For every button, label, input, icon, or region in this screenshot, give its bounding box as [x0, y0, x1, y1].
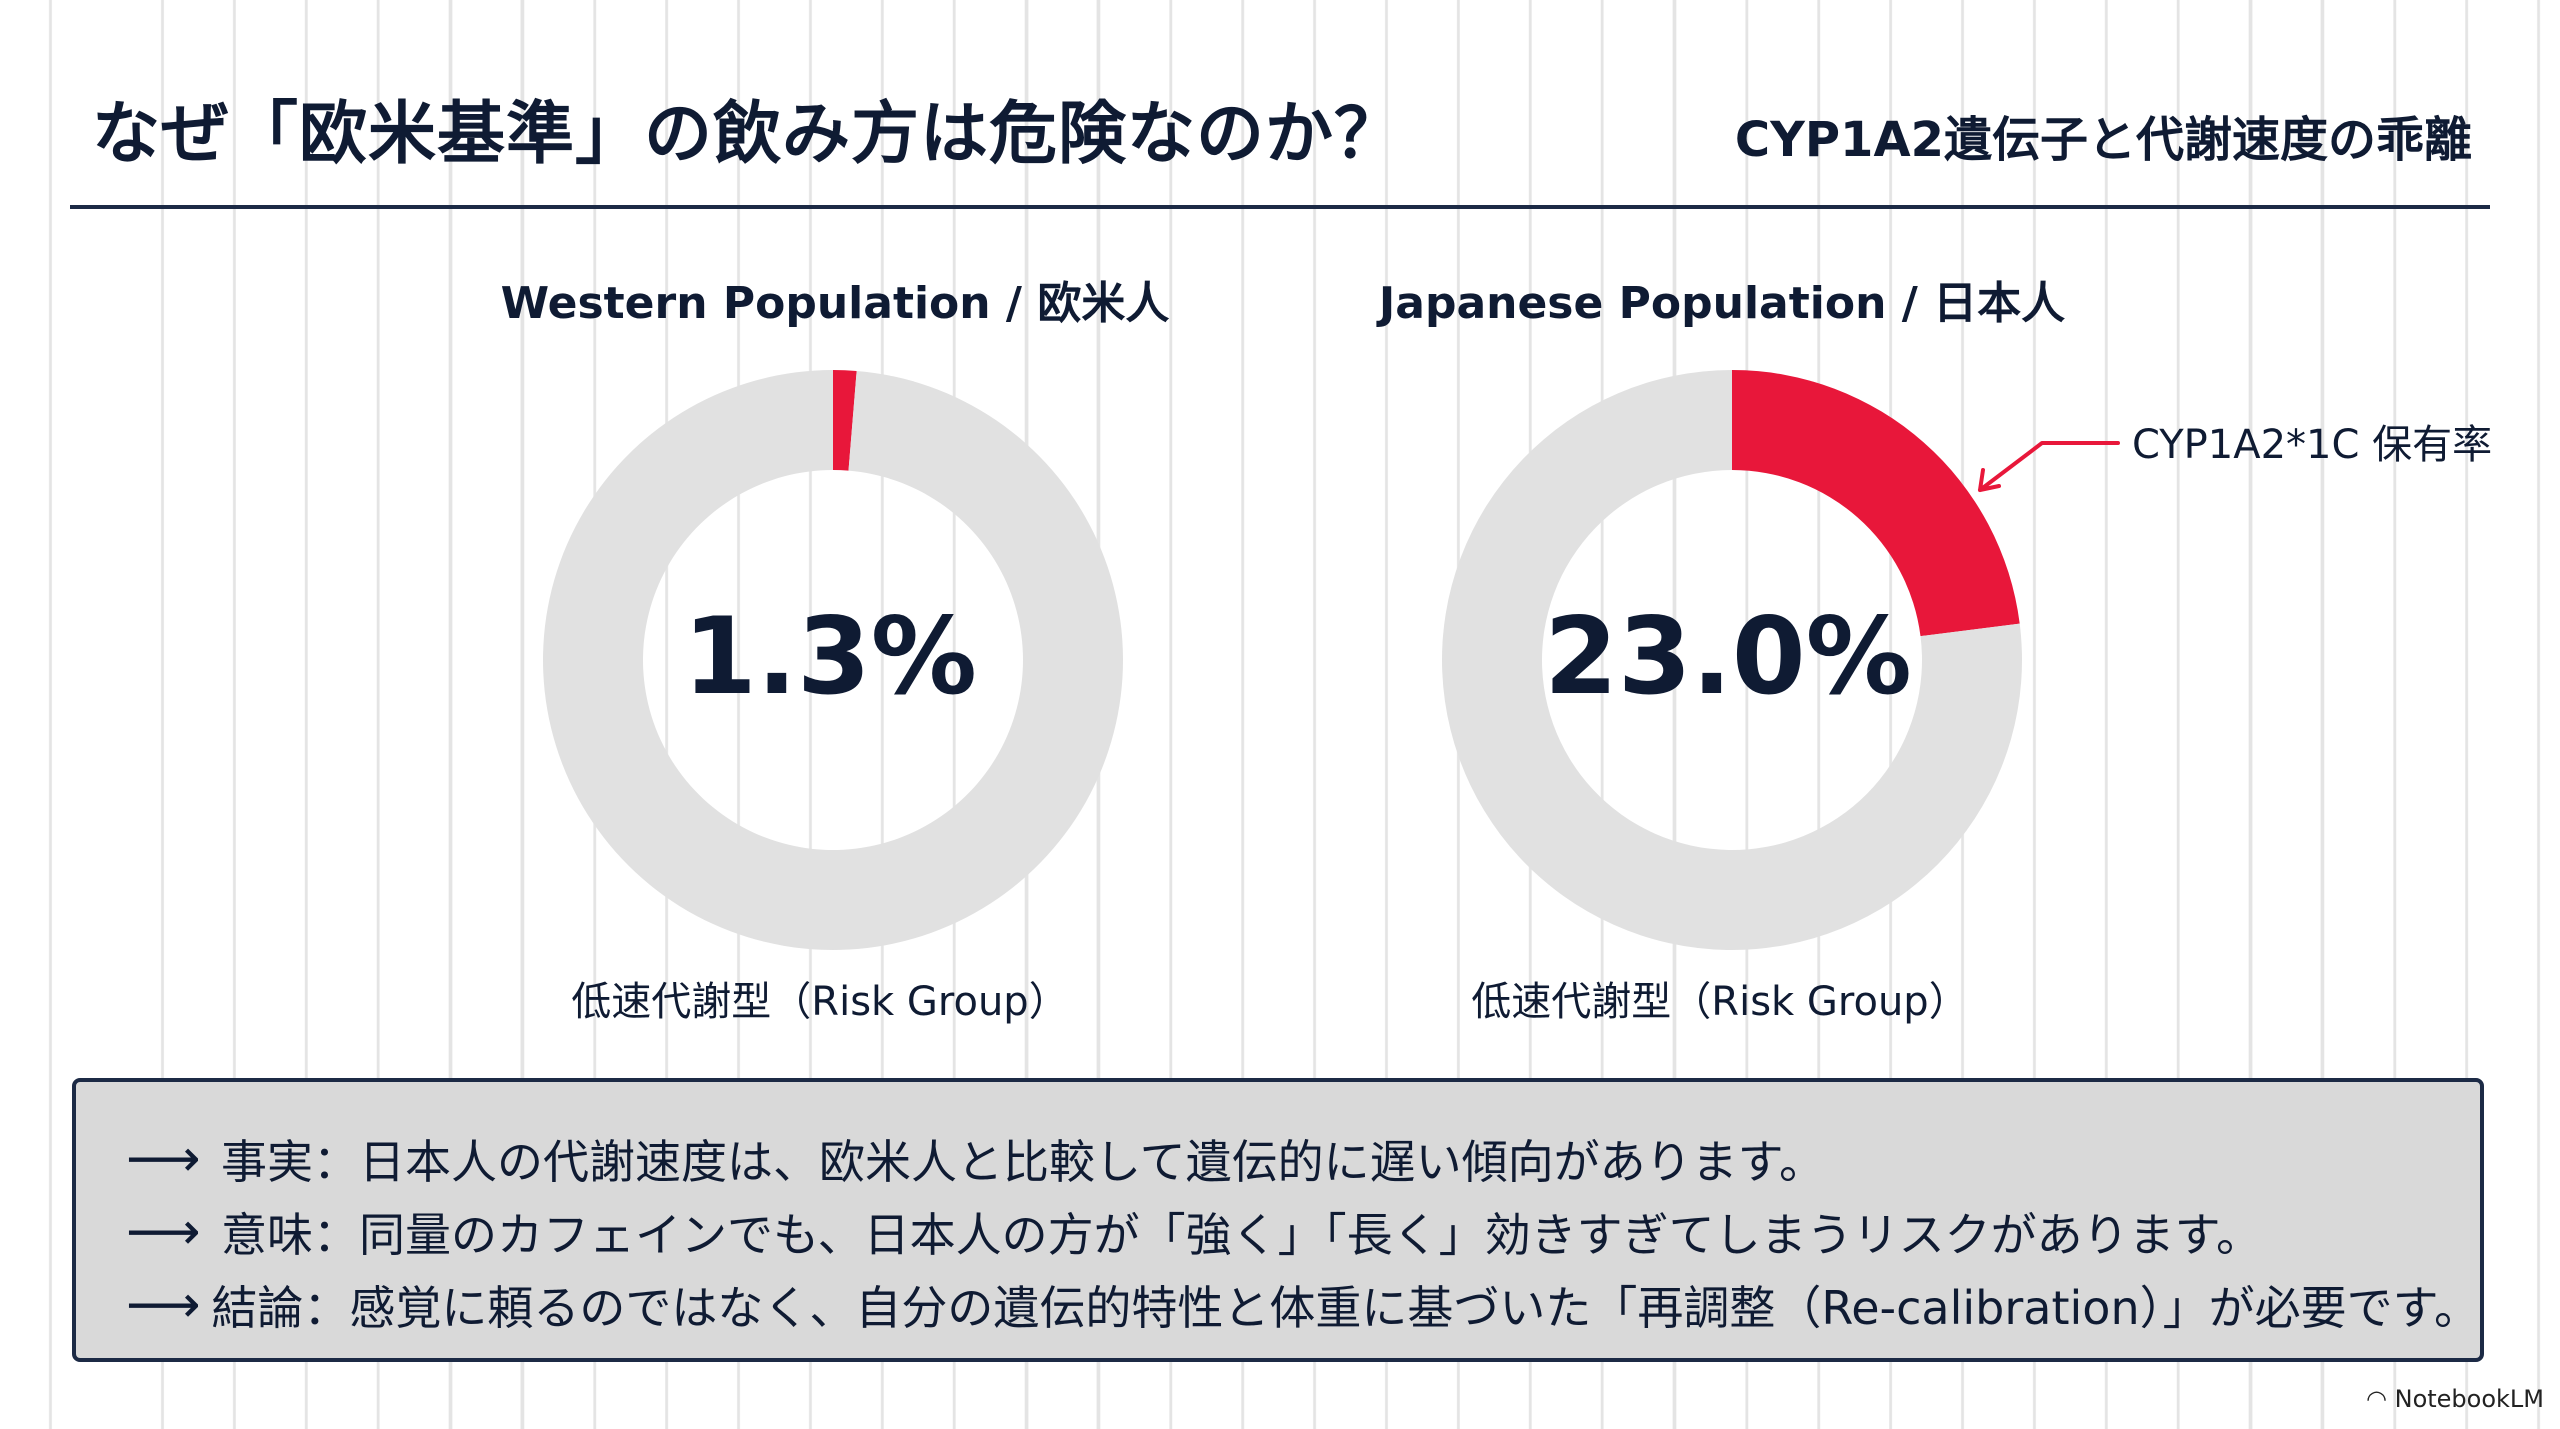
notebooklm-logo: ◠ NotebookLM: [2366, 1385, 2544, 1413]
logo-text: NotebookLM: [2394, 1385, 2544, 1413]
chart-western: Western Population / 欧米人 1.3% 低速代謝型（Risk…: [501, 278, 1170, 1025]
note-conclusion: ⟶ 結論：感覚に頼るのではなく、自分の遺伝的特性と体重に基づいた「再調整（Re-…: [126, 1268, 2480, 1341]
annotation-label: CYP1A2*1C 保有率: [2132, 422, 2492, 468]
donut-slice-rest: [543, 370, 1123, 951]
arrow-right-icon: ⟶: [126, 1128, 201, 1189]
chart-title-japanese: Japanese Population / 日本人: [1376, 278, 2065, 329]
donut-slice-risk: [833, 370, 857, 471]
header-divider: [70, 205, 2490, 209]
donut-western: [543, 370, 1123, 951]
center-value-western: 1.3%: [683, 595, 977, 718]
center-value-japanese: 23.0%: [1544, 595, 1912, 718]
page-subtitle: CYP1A2遺伝子と代謝速度の乖離: [1734, 112, 2472, 168]
caption-japanese: 低速代謝型（Risk Group）: [1471, 979, 1968, 1025]
note-text: 結論：感覚に頼るのではなく、自分の遺伝的特性と体重に基づいた「再調整（Re-ca…: [211, 1280, 2480, 1335]
annotation-callout: CYP1A2*1C 保有率: [1978, 422, 2492, 492]
caption-western: 低速代謝型（Risk Group）: [571, 979, 1068, 1025]
arrow-right-icon: ⟶: [126, 1274, 201, 1335]
chart-title-western: Western Population / 欧米人: [501, 278, 1170, 329]
note-text: 意味：同量のカフェインでも、日本人の方が「強く」「長く」効きすぎてしまうリスクが…: [221, 1207, 2263, 1262]
chart-japanese: Japanese Population / 日本人 23.0% 低速代謝型（Ri…: [1376, 278, 2492, 1025]
arrow-right-icon: ⟶: [126, 1201, 201, 1262]
donut-slice-rest: [1442, 370, 2022, 951]
donut-slice-risk: [1732, 369, 2020, 637]
callout-arrow: [1978, 441, 2120, 492]
note-meaning: ⟶ 意味：同量のカフェインでも、日本人の方が「強く」「長く」効きすぎてしまうリス…: [126, 1195, 2480, 1268]
donut-japanese: [1442, 369, 2022, 951]
notebook-icon: ◠: [2366, 1385, 2387, 1413]
page-title: なぜ「欧米基準」の飲み方は危険なのか？: [92, 95, 1404, 174]
note-fact: ⟶ 事実：日本人の代謝速度は、欧米人と比較して遺伝的に遅い傾向があります。: [126, 1122, 2480, 1195]
summary-box: ⟶ 事実：日本人の代謝速度は、欧米人と比較して遺伝的に遅い傾向があります。 ⟶ …: [72, 1078, 2484, 1362]
note-text: 事実：日本人の代謝速度は、欧米人と比較して遺伝的に遅い傾向があります。: [221, 1134, 1826, 1189]
